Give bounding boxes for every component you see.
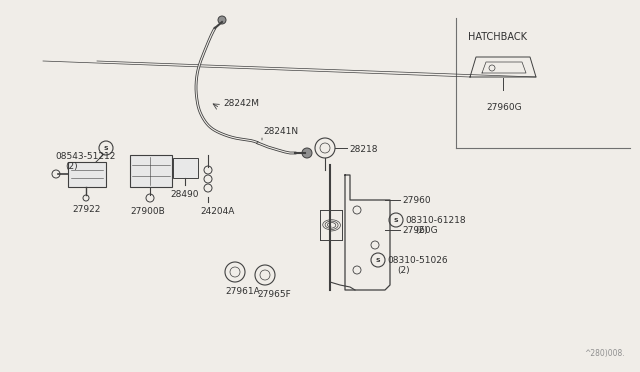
Circle shape — [302, 148, 312, 158]
Text: 27961A: 27961A — [225, 287, 260, 296]
Text: 08543-51212: 08543-51212 — [55, 152, 115, 161]
Text: (2): (2) — [65, 162, 77, 171]
Text: 27922: 27922 — [72, 205, 100, 214]
Text: 27965F: 27965F — [257, 290, 291, 299]
Text: HATCHBACK: HATCHBACK — [468, 32, 527, 42]
Text: 27960G: 27960G — [486, 103, 522, 112]
Text: 24204A: 24204A — [200, 207, 234, 216]
Text: 27900B: 27900B — [130, 207, 164, 216]
Text: (2): (2) — [397, 266, 410, 275]
Text: 28241N: 28241N — [263, 127, 298, 136]
Text: (2): (2) — [415, 226, 428, 235]
FancyBboxPatch shape — [130, 155, 172, 187]
Text: 27960G: 27960G — [402, 226, 438, 235]
Text: S: S — [104, 145, 108, 151]
Text: 28218: 28218 — [349, 145, 378, 154]
FancyBboxPatch shape — [68, 162, 106, 187]
Text: 08310-51026: 08310-51026 — [387, 256, 447, 265]
Circle shape — [218, 16, 226, 24]
Text: S: S — [394, 218, 398, 222]
Text: 28242M: 28242M — [223, 99, 259, 109]
Text: 27960: 27960 — [402, 196, 431, 205]
Text: 28490: 28490 — [170, 190, 198, 199]
Text: S: S — [376, 257, 380, 263]
FancyBboxPatch shape — [173, 158, 198, 178]
Text: 08310-61218: 08310-61218 — [405, 216, 466, 225]
Text: ^280)008.: ^280)008. — [584, 349, 625, 358]
